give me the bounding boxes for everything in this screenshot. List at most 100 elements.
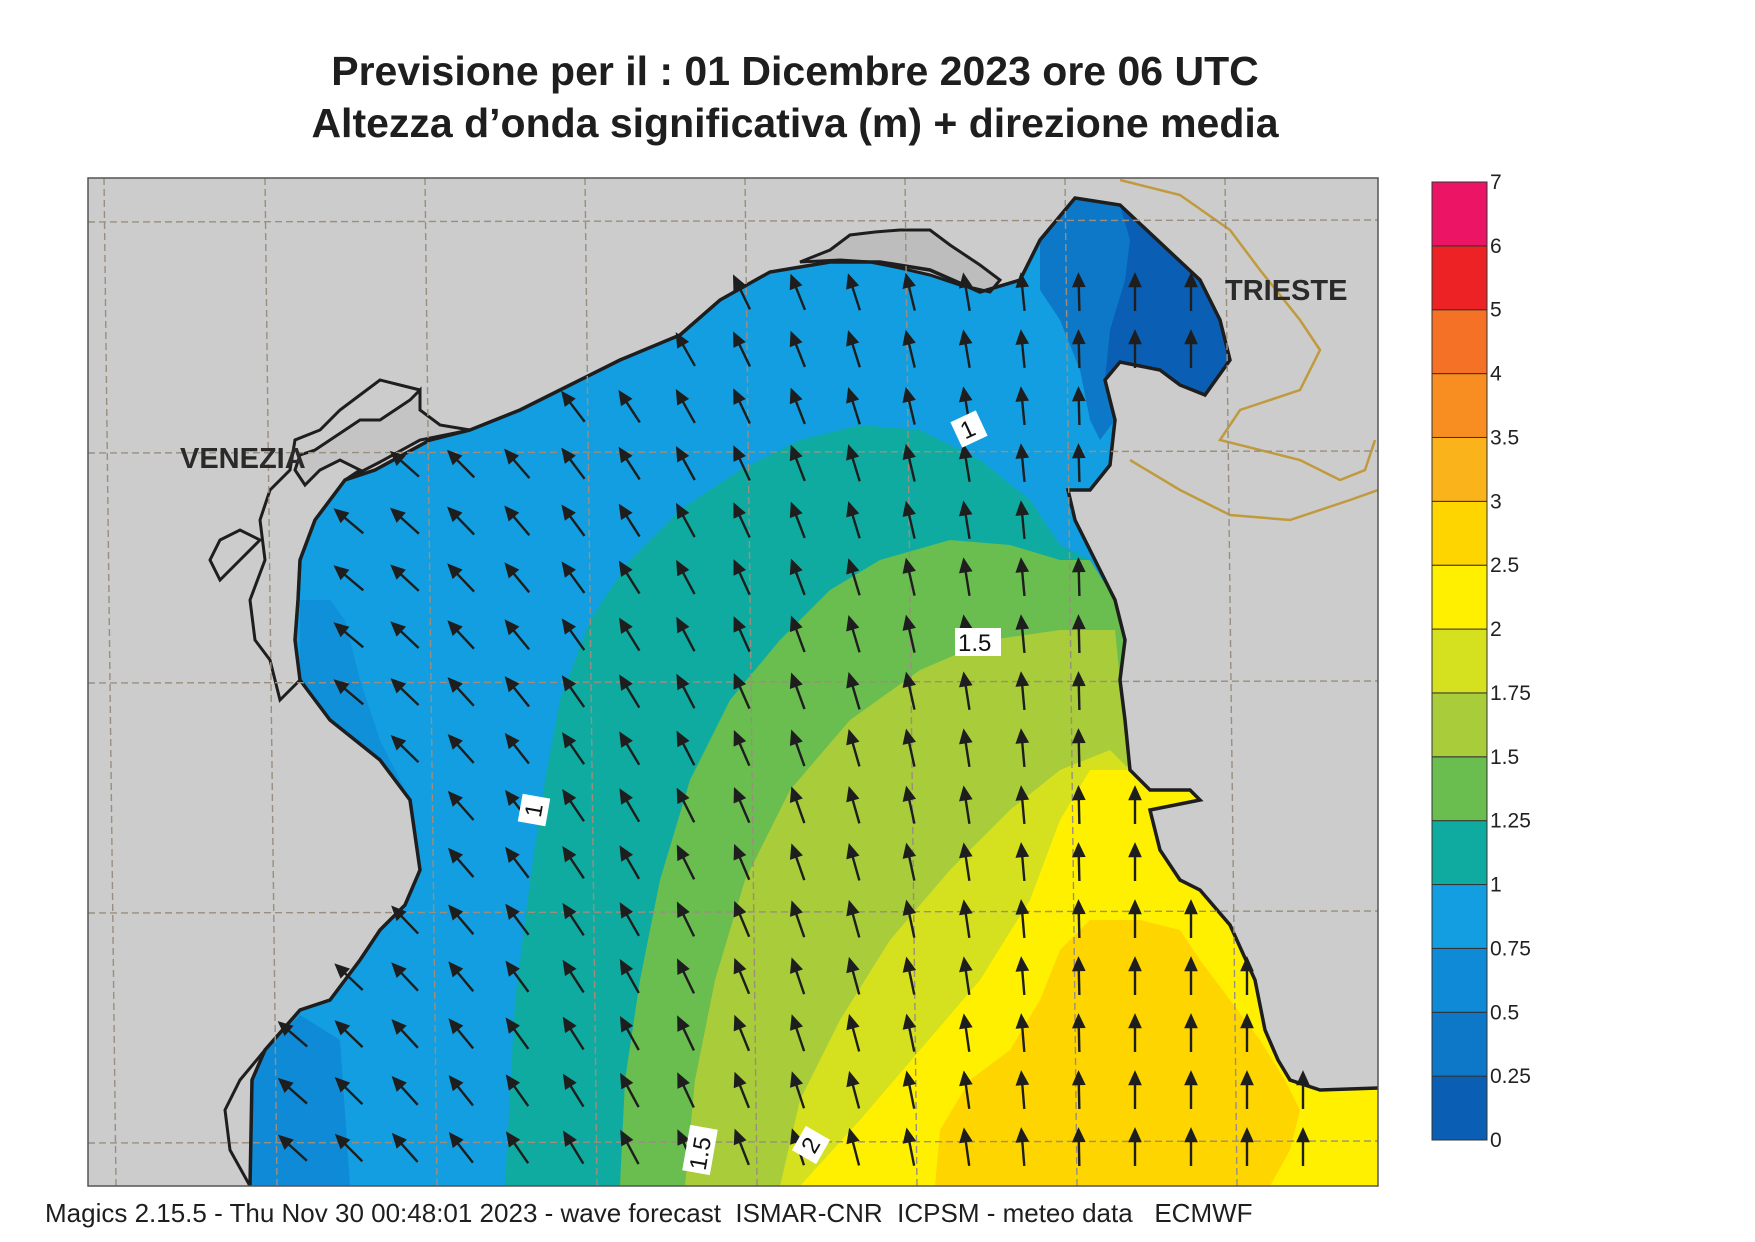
wave-direction-arrow	[677, 1015, 695, 1051]
legend-swatch	[1431, 436, 1488, 502]
wave-direction-arrow	[1015, 500, 1030, 540]
arrow-head	[1071, 785, 1086, 801]
wave-direction-arrow	[733, 616, 751, 653]
arrow-shaft	[964, 1080, 971, 1110]
arrow-shaft	[794, 1081, 806, 1109]
wave-direction-arrow	[1184, 899, 1198, 938]
wave-direction-arrow	[389, 507, 420, 535]
wave-direction-arrow	[959, 956, 973, 996]
arrow-head	[958, 557, 973, 574]
arrow-head	[902, 614, 916, 631]
arrow-shaft	[510, 854, 530, 879]
arrow-shaft	[510, 683, 530, 708]
wave-direction-arrow	[789, 900, 806, 938]
arrow-shaft	[454, 1139, 474, 1164]
arrow-head	[958, 386, 973, 403]
arrow-shaft	[907, 1137, 916, 1166]
arrow-shaft	[567, 1025, 585, 1051]
wave-direction-arrow	[391, 1019, 419, 1049]
arrow-head	[789, 900, 803, 917]
arrow-shaft	[623, 569, 641, 595]
wave-direction-arrow	[676, 673, 696, 709]
arrow-shaft	[850, 739, 861, 767]
arrow-shaft	[1020, 567, 1026, 597]
arrow-shaft	[793, 853, 806, 881]
wave-direction-arrow	[448, 904, 475, 935]
arrow-shaft	[793, 283, 807, 311]
arrow-shaft	[624, 1081, 640, 1108]
arrow-shaft	[907, 397, 916, 425]
arrow-head	[1240, 956, 1254, 972]
arrow-head	[1071, 614, 1086, 630]
wave-direction-arrow	[1128, 329, 1142, 368]
grid-parallel	[88, 680, 1378, 684]
arrow-head	[618, 503, 633, 521]
arrow-head	[958, 443, 973, 460]
arrow-shaft	[907, 511, 916, 539]
arrow-head	[561, 447, 576, 464]
arrow-head	[562, 959, 577, 977]
wave-direction-arrow	[958, 557, 973, 596]
arrow-head	[902, 956, 917, 973]
arrow-head	[1071, 386, 1086, 402]
legend-swatch	[1431, 181, 1488, 247]
arrow-head	[1128, 329, 1142, 345]
wave-direction-arrow	[733, 730, 751, 767]
wave-direction-arrow	[1071, 1013, 1086, 1053]
arrow-head	[676, 787, 690, 805]
arrow-shaft	[850, 796, 861, 824]
arrow-shaft	[1077, 1023, 1081, 1053]
legend-swatch	[1431, 1011, 1488, 1077]
wave-direction-arrow	[561, 618, 586, 651]
legend-tick-label: 0.25	[1490, 1065, 1531, 1088]
arrow-head	[1015, 329, 1030, 345]
arrow-shaft	[567, 911, 585, 937]
arrow-shaft	[397, 457, 420, 478]
wave-direction-arrow	[619, 959, 640, 994]
arrow-shaft	[680, 397, 696, 424]
legend-swatch	[1431, 245, 1488, 311]
wave-direction-arrow	[1015, 899, 1030, 939]
arrow-head	[561, 504, 576, 521]
wave-direction-arrow	[789, 786, 806, 824]
wave-direction-arrow	[846, 501, 861, 539]
wave-direction-arrow	[959, 728, 973, 767]
arrow-head	[334, 1076, 351, 1093]
arrow-shaft	[624, 967, 640, 994]
wave-direction-arrow	[1015, 956, 1030, 996]
arrow-head	[391, 905, 407, 922]
arrow-head	[504, 619, 520, 636]
arrow-shaft	[285, 1141, 308, 1162]
arrow-shaft	[907, 910, 916, 938]
arrow-head	[675, 389, 690, 406]
wave-direction-arrow	[1128, 272, 1142, 311]
wave-direction-arrow	[505, 1017, 530, 1050]
wave-direction-arrow	[562, 902, 585, 937]
arrow-shaft	[906, 283, 916, 311]
legend-swatch	[1431, 373, 1488, 438]
arrow-head	[846, 387, 860, 404]
arrow-head	[902, 1127, 917, 1144]
wave-direction-arrow	[676, 730, 696, 766]
arrow-shaft	[623, 740, 641, 766]
coastline	[248, 196, 1378, 1186]
wave-direction-arrow	[618, 446, 641, 481]
arrow-shaft	[624, 910, 640, 937]
arrow-head	[1184, 1127, 1198, 1143]
arrow-shaft	[680, 454, 696, 481]
wave-direction-arrow	[562, 959, 585, 994]
lat-lon-grid	[88, 178, 1378, 1186]
arrow-head	[846, 615, 860, 632]
arrow-head	[1128, 1127, 1142, 1143]
arrow-head	[1184, 1013, 1198, 1029]
wave-direction-arrow	[504, 619, 531, 651]
wave-direction-arrow	[1071, 614, 1086, 654]
arrow-head	[562, 1073, 577, 1091]
wave-direction-arrow	[447, 790, 475, 821]
grid-meridian	[1224, 178, 1238, 1186]
arrow-shaft	[737, 796, 751, 824]
contour-label-text: 1.5	[685, 1135, 717, 1173]
arrow-head	[505, 1017, 520, 1034]
arrow-shaft	[1077, 339, 1081, 369]
arrow-head	[1128, 1070, 1142, 1086]
